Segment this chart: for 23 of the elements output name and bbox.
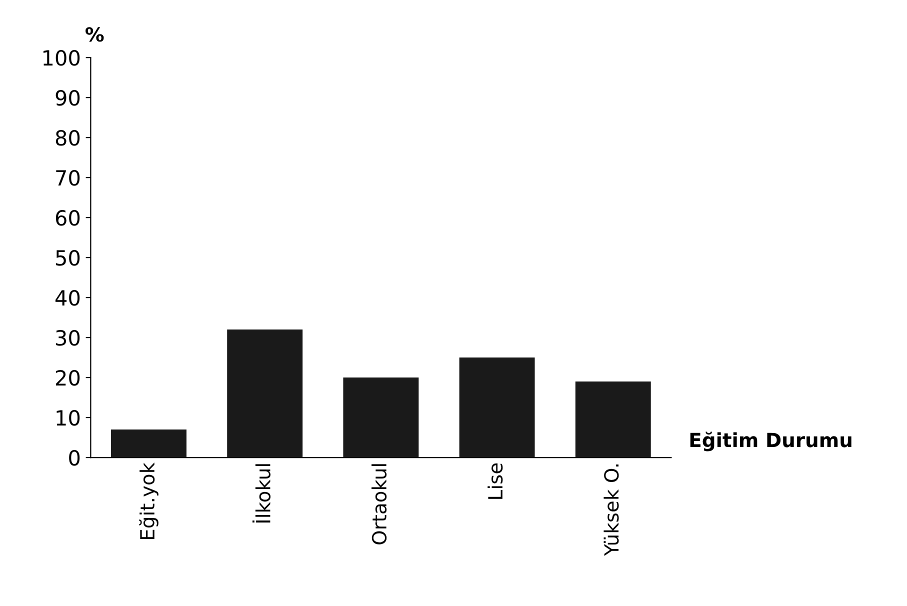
- bar: [575, 382, 651, 458]
- x-axis-title: Eğitim Durumu: [690, 432, 852, 452]
- bar: [343, 378, 419, 458]
- y-tick-label: 90: [56, 90, 80, 106]
- bar: [111, 430, 186, 458]
- y-tick-label: 100: [44, 50, 80, 66]
- bar: [227, 330, 303, 458]
- x-tick-label: Yüksek O.: [604, 464, 619, 556]
- y-tick-label: 20: [56, 370, 80, 386]
- y-tick-label: 10: [56, 410, 80, 426]
- x-tick-label: İlkokul: [252, 464, 270, 522]
- y-tick-label: 40: [55, 290, 80, 306]
- y-tick-label: 70: [56, 170, 80, 186]
- y-tick-label: 0: [69, 450, 80, 466]
- y-axis-title: %: [86, 27, 104, 42]
- y-tick-label: 30: [56, 330, 80, 346]
- y-tick-label: 80: [56, 130, 80, 146]
- x-tick-label: Lise: [488, 463, 503, 499]
- y-tick-label: 60: [56, 210, 80, 226]
- x-tick-label: Ortaokul: [372, 464, 387, 544]
- bar: [459, 358, 535, 458]
- y-tick-label: 50: [56, 250, 80, 266]
- x-tick-label: Eğit.yok: [139, 462, 158, 539]
